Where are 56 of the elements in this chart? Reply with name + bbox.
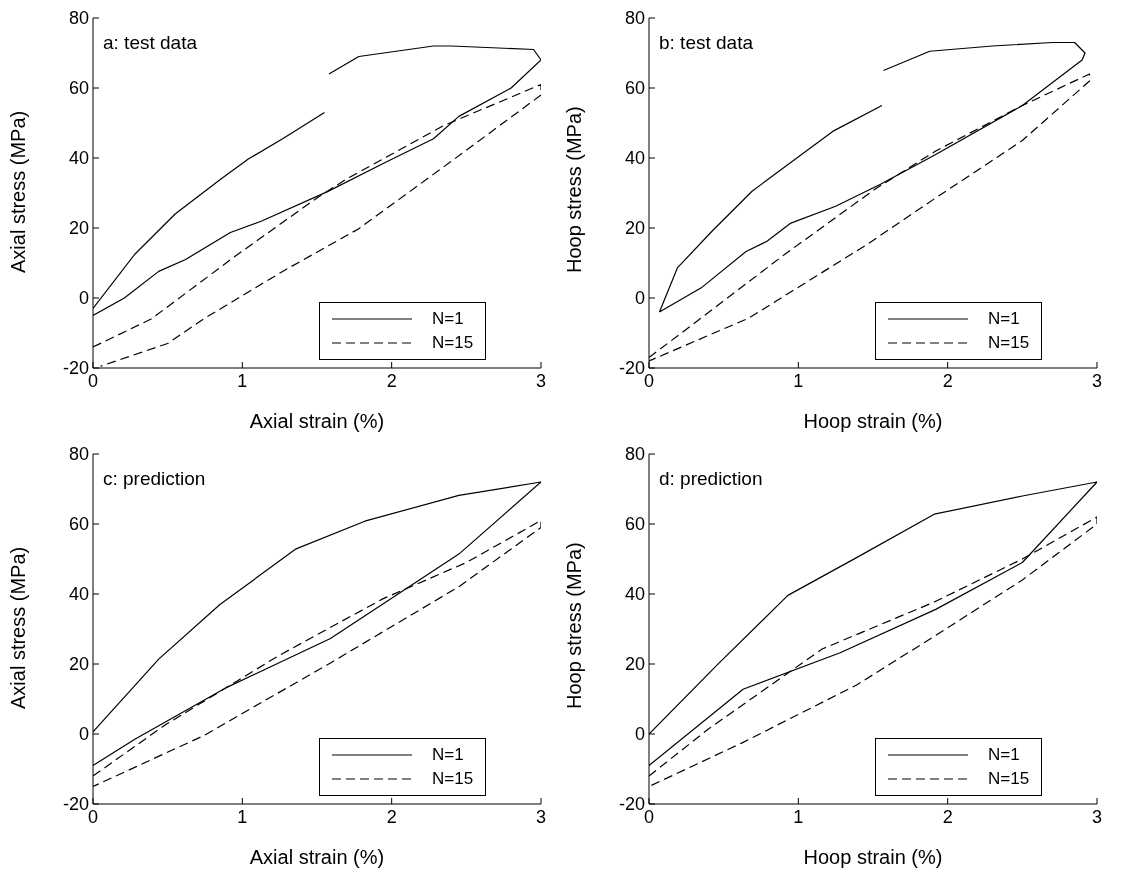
x-tick-label: 2 (386, 806, 397, 827)
y-tick-label: -20 (62, 794, 89, 815)
legend-label: N=1 (432, 308, 464, 330)
y-tick-label: 80 (68, 444, 89, 465)
x-axis-title: Hoop strain (%) (803, 846, 943, 868)
x-tick-label: 3 (535, 806, 547, 827)
text: c: prediction (103, 468, 206, 490)
y-axis-title: Axial stress (MPa) (7, 546, 30, 709)
y-tick-label: 40 (624, 584, 645, 605)
text: a: test data (103, 32, 198, 54)
legend-label: N=15 (432, 768, 474, 790)
y-tick-label: -20 (618, 358, 645, 379)
y-axis-title: Hoop stress (MPa) (563, 106, 586, 273)
x-tick-label: 1 (793, 806, 804, 827)
y-tick-label: 20 (68, 654, 89, 675)
x-tick-label: 1 (237, 806, 248, 827)
y-tick-label: 0 (78, 724, 89, 745)
y-tick-label: -20 (62, 358, 89, 379)
y-tick-label: 80 (624, 8, 645, 29)
y-tick-label: 60 (68, 78, 89, 99)
y-tick-label: 20 (624, 654, 645, 675)
y-tick-label: 20 (624, 218, 645, 239)
y-tick-label: 40 (624, 148, 645, 169)
x-tick-label: 2 (942, 806, 953, 827)
y-tick-label: 60 (68, 514, 89, 535)
x-tick-label: 1 (237, 370, 248, 391)
x-tick-label: 2 (386, 370, 397, 391)
y-tick-label: 60 (624, 78, 645, 99)
text: b: test data (659, 32, 754, 54)
y-tick-label: 40 (68, 148, 89, 169)
x-tick-label: 3 (1091, 370, 1103, 391)
x-tick-label: 3 (535, 370, 547, 391)
y-tick-label: 0 (634, 724, 645, 745)
x-axis-title: Hoop strain (%) (803, 410, 943, 432)
legend-label: N=1 (988, 744, 1020, 766)
y-axis-title: Axial stress (MPa) (7, 110, 30, 273)
x-tick-label: 2 (942, 370, 953, 391)
legend-label: N=1 (988, 308, 1020, 330)
legend-label: N=1 (432, 744, 464, 766)
y-tick-label: -20 (618, 794, 645, 815)
legend-label: N=15 (988, 768, 1030, 790)
y-tick-label: 60 (624, 514, 645, 535)
y-axis-title: Hoop stress (MPa) (563, 542, 586, 709)
x-axis-title: Axial strain (%) (249, 410, 385, 432)
y-tick-label: 20 (68, 218, 89, 239)
y-tick-label: 80 (68, 8, 89, 29)
y-tick-label: 40 (68, 584, 89, 605)
y-tick-label: 80 (624, 444, 645, 465)
x-tick-label: 1 (793, 370, 804, 391)
y-tick-label: 0 (78, 288, 89, 309)
x-axis-title: Axial strain (%) (249, 846, 385, 868)
text: d: prediction (659, 468, 763, 490)
x-tick-label: 3 (1091, 806, 1103, 827)
legend-label: N=15 (432, 332, 474, 354)
legend-label: N=15 (988, 332, 1030, 354)
y-tick-label: 0 (634, 288, 645, 309)
